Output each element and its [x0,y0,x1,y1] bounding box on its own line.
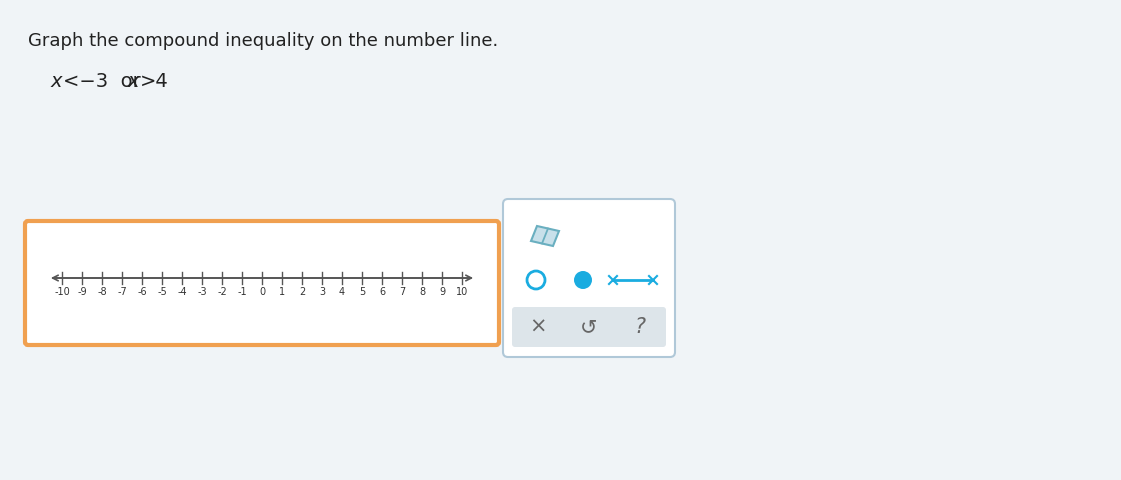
FancyBboxPatch shape [503,199,675,357]
Text: <−3  or: <−3 or [63,72,154,91]
Text: ?: ? [634,317,646,337]
Text: -8: -8 [98,287,106,297]
Text: -2: -2 [217,287,226,297]
Polygon shape [531,226,559,246]
FancyBboxPatch shape [512,307,666,347]
Text: -9: -9 [77,287,86,297]
Text: ↺: ↺ [581,317,597,337]
Text: 5: 5 [359,287,365,297]
FancyBboxPatch shape [25,221,499,345]
Text: ×: × [529,317,547,337]
Text: -1: -1 [238,287,247,297]
Text: 10: 10 [456,287,469,297]
Text: 1: 1 [279,287,285,297]
Text: 2: 2 [299,287,305,297]
Text: -6: -6 [137,287,147,297]
Text: -10: -10 [54,287,70,297]
Text: 9: 9 [439,287,445,297]
Text: 4: 4 [339,287,345,297]
Text: -4: -4 [177,287,187,297]
Text: $x$: $x$ [127,72,141,91]
Text: Graph the compound inequality on the number line.: Graph the compound inequality on the num… [28,32,498,50]
Text: 3: 3 [319,287,325,297]
Text: 0: 0 [259,287,265,297]
Text: -7: -7 [117,287,127,297]
Text: 7: 7 [399,287,405,297]
Text: >4: >4 [140,72,169,91]
Circle shape [574,271,592,289]
Text: 8: 8 [419,287,425,297]
Text: 6: 6 [379,287,385,297]
Text: $x$: $x$ [50,72,64,91]
Text: -3: -3 [197,287,206,297]
Text: -5: -5 [157,287,167,297]
Circle shape [527,271,545,289]
